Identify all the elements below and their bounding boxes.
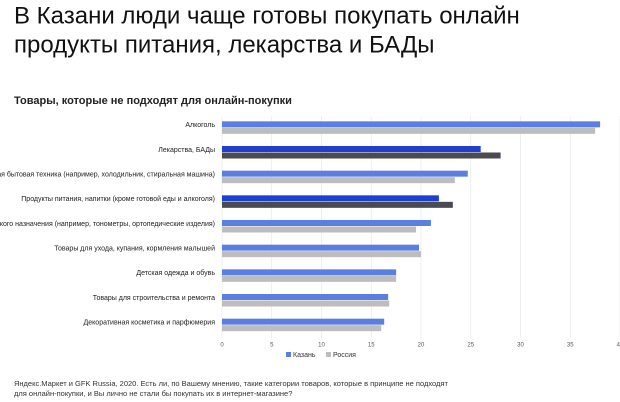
legend-label: Россия: [333, 352, 356, 359]
bar: [222, 318, 385, 325]
chart-subtitle: Товары, которые не подходят для онлайн-п…: [14, 95, 292, 107]
y-tick-label: Продукты питания, напитки (кроме готовой…: [21, 195, 215, 203]
y-tick-label: Товары для ухода, купания, кормления мал…: [54, 245, 215, 253]
x-tick-label: 40: [617, 343, 620, 349]
x-tick-label: 30: [517, 343, 524, 349]
x-tick-label: 0: [220, 343, 224, 349]
bar: [222, 269, 397, 276]
bar: [222, 121, 601, 128]
chart-title: продукты питания, лекарства и БАДы: [14, 31, 434, 58]
x-tick-label: 10: [318, 343, 325, 349]
source-note: Яндекс.Маркет и GFK Russia, 2020. Есть л…: [14, 379, 448, 388]
bar: [222, 146, 481, 152]
source-note: для онлайн-покупки, и Вы лично не стали …: [14, 389, 292, 398]
legend-swatch: [286, 352, 291, 357]
y-tick-label: Лекарства, БАДы: [158, 147, 215, 154]
bar: [222, 152, 501, 159]
bar: [222, 195, 439, 202]
chart-title: В Казани люди чаще готовы покупать онлай…: [14, 2, 520, 29]
x-tick-label: 15: [368, 343, 375, 349]
bar: [222, 127, 596, 134]
bar: [222, 275, 397, 282]
bar: [222, 300, 390, 307]
y-tick-label: Товары для строительства и ремонта: [93, 295, 215, 302]
y-tick-label: Детская одежда и обувь: [136, 269, 215, 277]
bar: [222, 325, 382, 332]
x-tick-label: 25: [467, 343, 474, 349]
bar: [222, 220, 431, 226]
x-tick-label: 20: [418, 343, 425, 349]
legend-swatch: [326, 352, 331, 357]
x-tick-label: 35: [567, 343, 574, 349]
legend-label: Казань: [293, 352, 316, 359]
bar: [222, 251, 421, 258]
bar: [222, 294, 389, 300]
y-tick-label: Товары медицинского назначения (например…: [0, 221, 215, 228]
y-tick-label: Алкоголь: [185, 122, 215, 129]
bar: [222, 177, 455, 184]
y-tick-label: Крупная бытовая техника (например, холод…: [0, 171, 215, 179]
y-tick-label: Декоративная косметика и парфюмерия: [84, 320, 216, 327]
bar: [222, 244, 420, 251]
bar: [222, 201, 453, 208]
bar: [222, 170, 468, 177]
x-tick-label: 5: [270, 343, 274, 349]
bar: [222, 226, 417, 233]
